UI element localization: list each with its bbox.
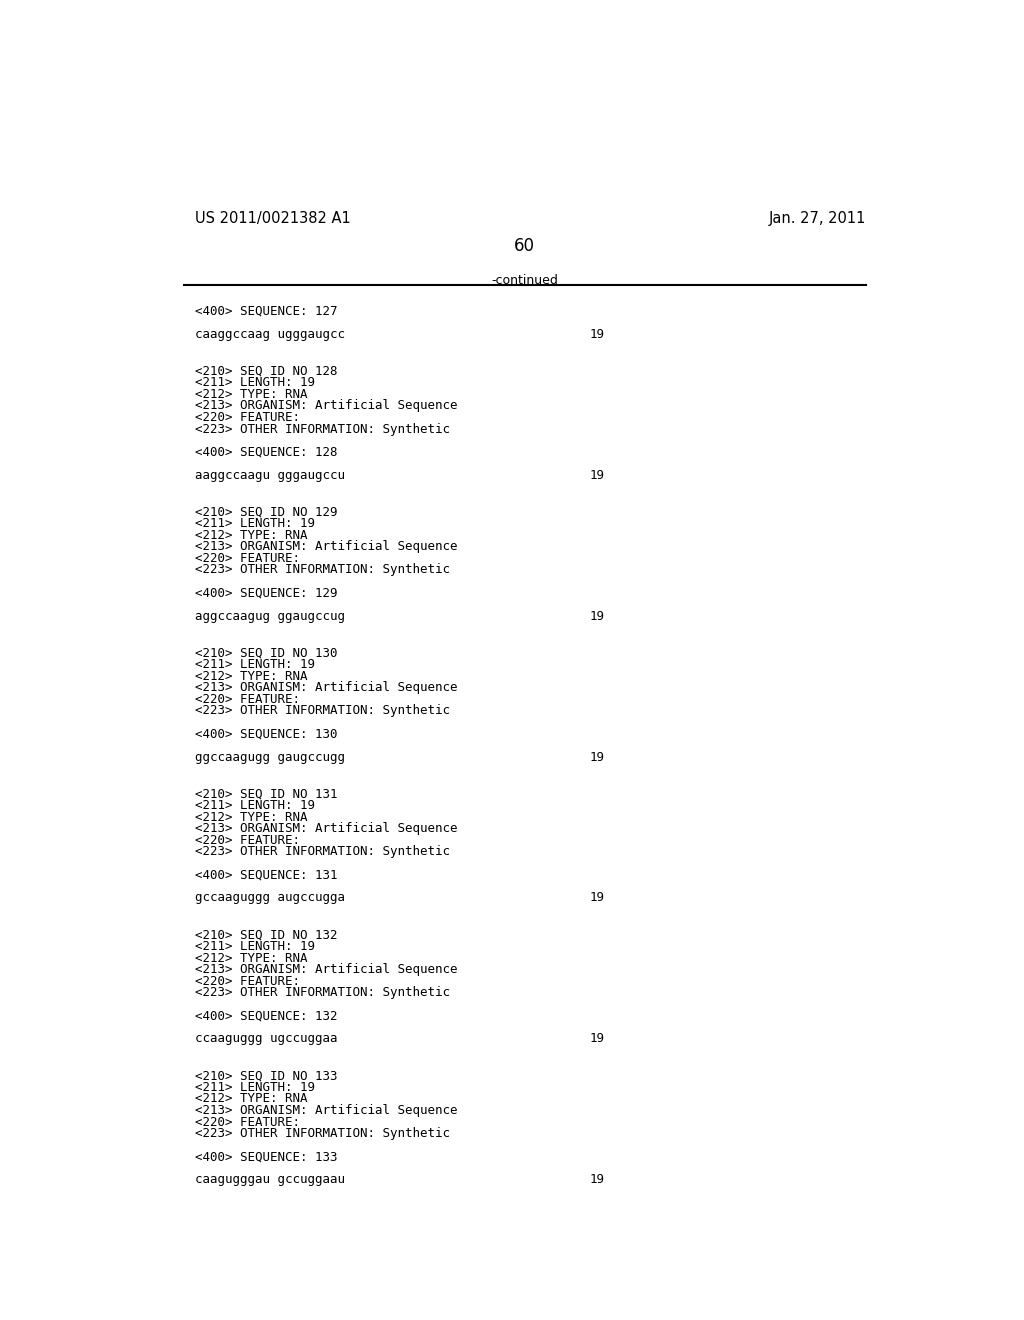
Text: <223> OTHER INFORMATION: Synthetic: <223> OTHER INFORMATION: Synthetic (196, 422, 451, 436)
Text: <213> ORGANISM: Artificial Sequence: <213> ORGANISM: Artificial Sequence (196, 822, 458, 836)
Text: <212> TYPE: RNA: <212> TYPE: RNA (196, 388, 308, 401)
Text: <211> LENGTH: 19: <211> LENGTH: 19 (196, 940, 315, 953)
Text: 19: 19 (589, 327, 604, 341)
Text: <213> ORGANISM: Artificial Sequence: <213> ORGANISM: Artificial Sequence (196, 400, 458, 412)
Text: 19: 19 (589, 1032, 604, 1045)
Text: <213> ORGANISM: Artificial Sequence: <213> ORGANISM: Artificial Sequence (196, 681, 458, 694)
Text: <211> LENGTH: 19: <211> LENGTH: 19 (196, 659, 315, 671)
Text: <223> OTHER INFORMATION: Synthetic: <223> OTHER INFORMATION: Synthetic (196, 564, 451, 577)
Text: <210> SEQ ID NO 128: <210> SEQ ID NO 128 (196, 364, 338, 378)
Text: <212> TYPE: RNA: <212> TYPE: RNA (196, 952, 308, 965)
Text: US 2011/0021382 A1: US 2011/0021382 A1 (196, 211, 351, 226)
Text: <220> FEATURE:: <220> FEATURE: (196, 552, 300, 565)
Text: <212> TYPE: RNA: <212> TYPE: RNA (196, 810, 308, 824)
Text: <400> SEQUENCE: 128: <400> SEQUENCE: 128 (196, 446, 338, 458)
Text: <213> ORGANISM: Artificial Sequence: <213> ORGANISM: Artificial Sequence (196, 540, 458, 553)
Text: caaggccaag ugggaugcc: caaggccaag ugggaugcc (196, 327, 345, 341)
Text: <210> SEQ ID NO 130: <210> SEQ ID NO 130 (196, 647, 338, 660)
Text: 19: 19 (589, 1173, 604, 1187)
Text: <210> SEQ ID NO 129: <210> SEQ ID NO 129 (196, 506, 338, 519)
Text: Jan. 27, 2011: Jan. 27, 2011 (768, 211, 866, 226)
Text: <210> SEQ ID NO 131: <210> SEQ ID NO 131 (196, 788, 338, 800)
Text: aaggccaagu gggaugccu: aaggccaagu gggaugccu (196, 469, 345, 482)
Text: <400> SEQUENCE: 127: <400> SEQUENCE: 127 (196, 305, 338, 318)
Text: 19: 19 (589, 891, 604, 904)
Text: <220> FEATURE:: <220> FEATURE: (196, 834, 300, 846)
Text: <210> SEQ ID NO 132: <210> SEQ ID NO 132 (196, 928, 338, 941)
Text: <223> OTHER INFORMATION: Synthetic: <223> OTHER INFORMATION: Synthetic (196, 705, 451, 717)
Text: <211> LENGTH: 19: <211> LENGTH: 19 (196, 799, 315, 812)
Text: aggccaagug ggaugccug: aggccaagug ggaugccug (196, 610, 345, 623)
Text: caagugggau gccuggaau: caagugggau gccuggaau (196, 1173, 345, 1187)
Text: <223> OTHER INFORMATION: Synthetic: <223> OTHER INFORMATION: Synthetic (196, 986, 451, 999)
Text: 19: 19 (589, 469, 604, 482)
Text: <220> FEATURE:: <220> FEATURE: (196, 693, 300, 706)
Text: <211> LENGTH: 19: <211> LENGTH: 19 (196, 517, 315, 531)
Text: <400> SEQUENCE: 129: <400> SEQUENCE: 129 (196, 586, 338, 599)
Text: ccaaguggg ugccuggaa: ccaaguggg ugccuggaa (196, 1032, 338, 1045)
Text: <211> LENGTH: 19: <211> LENGTH: 19 (196, 376, 315, 389)
Text: <220> FEATURE:: <220> FEATURE: (196, 1115, 300, 1129)
Text: <400> SEQUENCE: 132: <400> SEQUENCE: 132 (196, 1010, 338, 1022)
Text: <223> OTHER INFORMATION: Synthetic: <223> OTHER INFORMATION: Synthetic (196, 1127, 451, 1140)
Text: 19: 19 (589, 610, 604, 623)
Text: <210> SEQ ID NO 133: <210> SEQ ID NO 133 (196, 1069, 338, 1082)
Text: -continued: -continued (492, 275, 558, 286)
Text: <213> ORGANISM: Artificial Sequence: <213> ORGANISM: Artificial Sequence (196, 1104, 458, 1117)
Text: 60: 60 (514, 238, 536, 255)
Text: <220> FEATURE:: <220> FEATURE: (196, 411, 300, 424)
Text: <400> SEQUENCE: 130: <400> SEQUENCE: 130 (196, 727, 338, 741)
Text: ggccaagugg gaugccugg: ggccaagugg gaugccugg (196, 751, 345, 763)
Text: <212> TYPE: RNA: <212> TYPE: RNA (196, 669, 308, 682)
Text: 19: 19 (589, 751, 604, 763)
Text: <220> FEATURE:: <220> FEATURE: (196, 974, 300, 987)
Text: gccaaguggg augccugga: gccaaguggg augccugga (196, 891, 345, 904)
Text: <223> OTHER INFORMATION: Synthetic: <223> OTHER INFORMATION: Synthetic (196, 845, 451, 858)
Text: <213> ORGANISM: Artificial Sequence: <213> ORGANISM: Artificial Sequence (196, 964, 458, 975)
Text: <212> TYPE: RNA: <212> TYPE: RNA (196, 529, 308, 541)
Text: <400> SEQUENCE: 133: <400> SEQUENCE: 133 (196, 1150, 338, 1163)
Text: <400> SEQUENCE: 131: <400> SEQUENCE: 131 (196, 869, 338, 882)
Text: <212> TYPE: RNA: <212> TYPE: RNA (196, 1093, 308, 1105)
Text: <211> LENGTH: 19: <211> LENGTH: 19 (196, 1081, 315, 1094)
